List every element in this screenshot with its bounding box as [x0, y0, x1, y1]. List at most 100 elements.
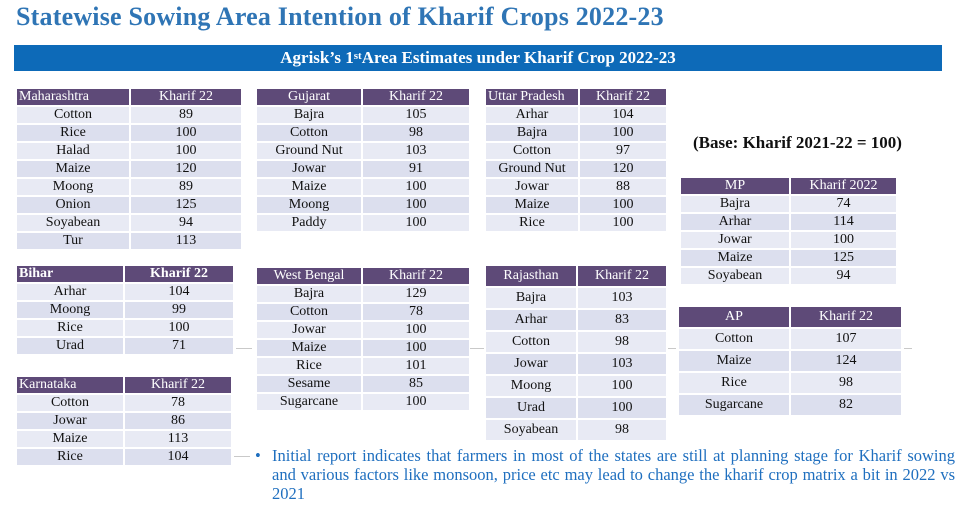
crop-name: Paddy	[256, 214, 362, 232]
crop-index-value: 88	[579, 178, 667, 196]
crop-index-value: 99	[124, 301, 234, 319]
kharif-column-header: Kharif 22	[124, 376, 232, 394]
table-row: Soyabean 94	[16, 214, 242, 232]
crop-index-value: 113	[130, 232, 242, 250]
table-row: Maize 100	[256, 178, 470, 196]
state-name-header: Bihar	[16, 265, 124, 283]
crop-name: Soyabean	[680, 267, 790, 285]
crop-name: Jowar	[16, 412, 124, 430]
crop-index-value: 100	[362, 393, 470, 411]
table-row: Arhar 104	[16, 283, 234, 301]
crop-name: Bajra	[256, 285, 362, 303]
crop-index-value: 100	[362, 178, 470, 196]
table-row: Jowar 100	[680, 231, 897, 249]
state-table: West Bengal Kharif 22 Bajra 129 Cotton 78 Jowa…	[256, 267, 470, 411]
table-row: Cotton 78	[16, 394, 232, 412]
kharif-column-header: Kharif 22	[362, 88, 470, 106]
state-table: MP Kharif 2022 Bajra 74 Arhar 114 Jowar 100 Maiz…	[680, 177, 897, 285]
crop-name: Maize	[680, 249, 790, 267]
state-name-header: West Bengal	[256, 267, 362, 285]
crop-name: Halad	[16, 142, 130, 160]
crop-index-value: 98	[577, 331, 667, 353]
table-row: Cotton 97	[485, 142, 667, 160]
base-note: (Base: Kharif 2021-22 = 100)	[693, 133, 902, 152]
crop-index-value: 98	[790, 372, 902, 394]
crop-index-value: 78	[124, 394, 232, 412]
kharif-column-header: Kharif 2022	[790, 177, 897, 195]
crop-index-value: 100	[579, 214, 667, 232]
crop-index-value: 114	[790, 213, 897, 231]
table-row: Cotton 107	[678, 328, 902, 350]
crop-name: Cotton	[678, 328, 790, 350]
crop-index-value: 100	[362, 321, 470, 339]
crop-name: Moong	[256, 196, 362, 214]
crop-index-value: 82	[790, 394, 902, 416]
crop-name: Maize	[16, 160, 130, 178]
table-row: Moong 99	[16, 301, 234, 319]
crop-index-value: 98	[362, 124, 470, 142]
crop-name: Onion	[16, 196, 130, 214]
crop-index-value: 94	[130, 214, 242, 232]
crop-name: Jowar	[485, 353, 577, 375]
crop-index-value: 100	[362, 214, 470, 232]
table-row: Cotton 89	[16, 106, 242, 124]
crop-name: Maize	[485, 196, 579, 214]
crop-index-value: 113	[124, 430, 232, 448]
table-row: Rice 101	[256, 357, 470, 375]
crop-name: Arhar	[16, 283, 124, 301]
table-row: Moong 89	[16, 178, 242, 196]
state-name-header: Maharashtra	[16, 88, 130, 106]
crop-index-value: 125	[130, 196, 242, 214]
table-row: Urad 71	[16, 337, 234, 355]
crop-index-value: 100	[130, 124, 242, 142]
crop-name: Rice	[678, 372, 790, 394]
table-row: Onion 125	[16, 196, 242, 214]
table-row: Cotton 98	[256, 124, 470, 142]
crop-index-value: 104	[124, 283, 234, 301]
crop-name: Jowar	[485, 178, 579, 196]
crop-name: Cotton	[485, 331, 577, 353]
crop-name: Rice	[16, 448, 124, 466]
crop-name: Cotton	[256, 124, 362, 142]
banner-superscript: st	[353, 50, 362, 62]
table-row: Bajra 103	[485, 287, 667, 309]
table-row: Moong 100	[256, 196, 470, 214]
crop-index-value: 103	[362, 142, 470, 160]
bullet-dot-icon: •	[255, 446, 261, 465]
table-row: Maize 113	[16, 430, 232, 448]
table-row: Bajra 100	[485, 124, 667, 142]
table-row: Urad 100	[485, 397, 667, 419]
state-table: Uttar Pradesh Kharif 22 Arhar 104 Bajra 100 Co…	[485, 88, 667, 232]
crop-index-value: 100	[577, 375, 667, 397]
crop-name: Arhar	[680, 213, 790, 231]
kharif-column-header: Kharif 22	[124, 265, 234, 283]
crop-index-value: 89	[130, 178, 242, 196]
table-row: Halad 100	[16, 142, 242, 160]
crop-name: Rice	[16, 319, 124, 337]
crop-name: Moong	[16, 301, 124, 319]
crop-index-value: 86	[124, 412, 232, 430]
table-row: Maize 100	[485, 196, 667, 214]
crop-index-value: 91	[362, 160, 470, 178]
crop-name: Jowar	[256, 160, 362, 178]
crop-name: Sesame	[256, 375, 362, 393]
table-row: Maize 125	[680, 249, 897, 267]
state-name-header: Karnataka	[16, 376, 124, 394]
table-row: Sesame 85	[256, 375, 470, 393]
crop-index-value: 71	[124, 337, 234, 355]
divider-line	[236, 348, 252, 349]
divider-line	[668, 348, 676, 349]
state-name-header: MP	[680, 177, 790, 195]
crop-name: Tur	[16, 232, 130, 250]
table-row: Ground Nut 103	[256, 142, 470, 160]
table-row: Cotton 78	[256, 303, 470, 321]
crop-index-value: 83	[577, 309, 667, 331]
crop-name: Sugarcane	[256, 393, 362, 411]
kharif-column-header: Kharif 22	[577, 265, 667, 287]
table-row: Jowar 103	[485, 353, 667, 375]
table-row: Maize 120	[16, 160, 242, 178]
crop-index-value: 100	[577, 397, 667, 419]
table-row: Cotton 98	[485, 331, 667, 353]
crop-name: Ground Nut	[256, 142, 362, 160]
